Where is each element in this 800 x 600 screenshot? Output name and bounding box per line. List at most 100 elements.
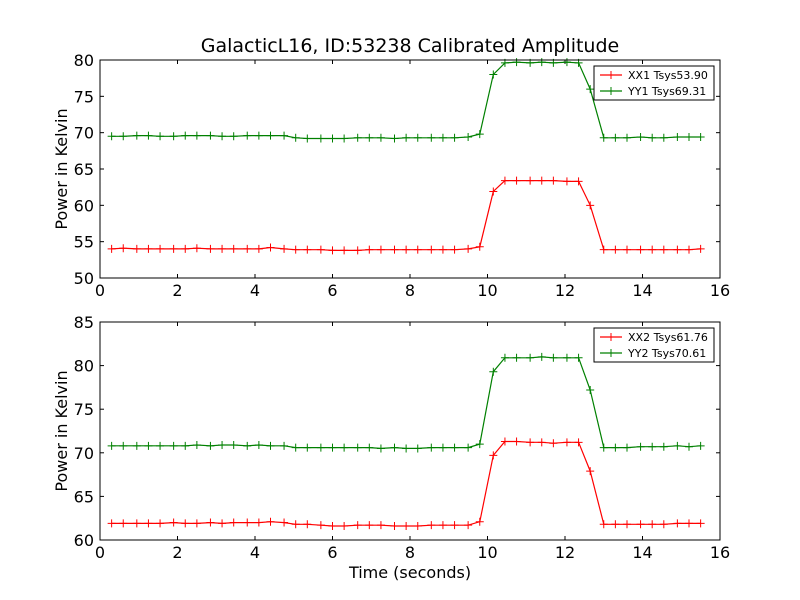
data-point	[229, 440, 238, 449]
data-point	[376, 133, 385, 142]
data-point	[229, 132, 238, 141]
legend-marker	[607, 71, 615, 79]
data-point	[316, 521, 325, 530]
data-point	[303, 443, 312, 452]
data-point	[376, 444, 385, 453]
data-point	[586, 85, 595, 94]
data-point	[206, 131, 215, 140]
data-point	[169, 441, 178, 450]
legend-entry: XX1 Tsys53.90	[628, 69, 708, 82]
x-axis-label: Time (seconds)	[348, 563, 471, 582]
data-point	[280, 441, 289, 450]
data-point	[291, 443, 300, 452]
data-point	[291, 133, 300, 142]
data-point	[586, 201, 595, 210]
data-point	[549, 176, 558, 185]
data-point	[450, 133, 459, 142]
legend: XX1 Tsys53.90 YY1 Tsys69.31	[593, 65, 715, 101]
chart-title: GalacticL16, ID:53238 Calibrated Amplitu…	[201, 35, 619, 57]
data-point	[169, 132, 178, 141]
data-point	[107, 244, 116, 253]
data-point	[119, 441, 128, 450]
x-tick-label: 4	[250, 543, 260, 562]
data-point	[254, 440, 263, 449]
legend-marker	[607, 87, 615, 95]
data-point	[512, 353, 521, 362]
data-point	[181, 131, 190, 140]
y-tick-label: 80	[74, 357, 94, 376]
data-point	[229, 518, 238, 527]
data-point	[132, 131, 141, 140]
data-point	[438, 133, 447, 142]
data-point	[266, 131, 275, 140]
data-point	[365, 521, 374, 530]
data-point	[192, 440, 201, 449]
legend-entry: YY2 Tsys70.61	[627, 347, 706, 360]
data-point	[353, 133, 362, 142]
data-point	[303, 520, 312, 529]
data-point	[192, 244, 201, 253]
y-tick-label: 65	[74, 487, 94, 506]
data-point	[229, 244, 238, 253]
data-point	[599, 133, 608, 142]
x-tick-label: 16	[710, 543, 730, 562]
data-point	[586, 386, 595, 395]
data-point	[450, 443, 459, 452]
data-point	[132, 441, 141, 450]
data-point	[132, 244, 141, 253]
data-point	[328, 246, 337, 255]
x-tick-label: 14	[632, 281, 652, 300]
data-point	[413, 522, 422, 531]
data-point	[365, 245, 374, 254]
data-point	[427, 133, 436, 142]
data-point	[413, 444, 422, 453]
x-tick-label: 4	[250, 281, 260, 300]
data-point	[659, 245, 668, 254]
data-point	[475, 440, 484, 449]
data-point	[489, 187, 498, 196]
legend: XX2 Tsys61.76 YY2 Tsys70.61	[593, 327, 715, 363]
data-point	[254, 518, 263, 527]
data-point	[611, 245, 620, 254]
data-point	[316, 134, 325, 143]
data-point	[673, 133, 682, 142]
data-point	[192, 131, 201, 140]
bottom-y-axis-label: Power in Kelvin	[52, 370, 71, 491]
data-point	[144, 441, 153, 450]
data-point	[648, 245, 657, 254]
data-point	[475, 242, 484, 251]
data-point	[413, 245, 422, 254]
data-point	[696, 441, 705, 450]
data-point	[636, 520, 645, 529]
data-point	[464, 244, 473, 253]
plot-frame	[99, 321, 721, 541]
data-point	[365, 443, 374, 452]
data-point	[243, 244, 252, 253]
data-point	[562, 177, 571, 186]
data-point	[500, 353, 509, 362]
data-point	[648, 133, 657, 142]
plot-panel-1: 0 2 4 6 8 10 12 14 16 50 55 60 65 70 75 80 XX1 Tsys53.90…	[74, 51, 731, 300]
data-point	[427, 245, 436, 254]
data-point	[623, 443, 631, 452]
data-point	[537, 352, 546, 361]
data-point	[685, 442, 693, 451]
data-point	[266, 243, 275, 252]
plot-frame	[99, 59, 721, 279]
data-point	[107, 441, 116, 450]
data-point	[623, 520, 631, 529]
data-point	[254, 131, 263, 140]
data-point	[438, 521, 447, 530]
data-point	[413, 133, 422, 142]
data-point	[659, 520, 668, 529]
data-point	[611, 133, 620, 142]
data-point	[673, 245, 682, 254]
data-point	[450, 245, 459, 254]
data-point	[537, 438, 546, 447]
data-point	[218, 244, 227, 253]
data-point	[512, 437, 521, 446]
y-tick-label: 55	[74, 233, 94, 252]
data-point	[574, 353, 583, 362]
data-point	[243, 518, 252, 527]
data-point	[156, 519, 165, 528]
